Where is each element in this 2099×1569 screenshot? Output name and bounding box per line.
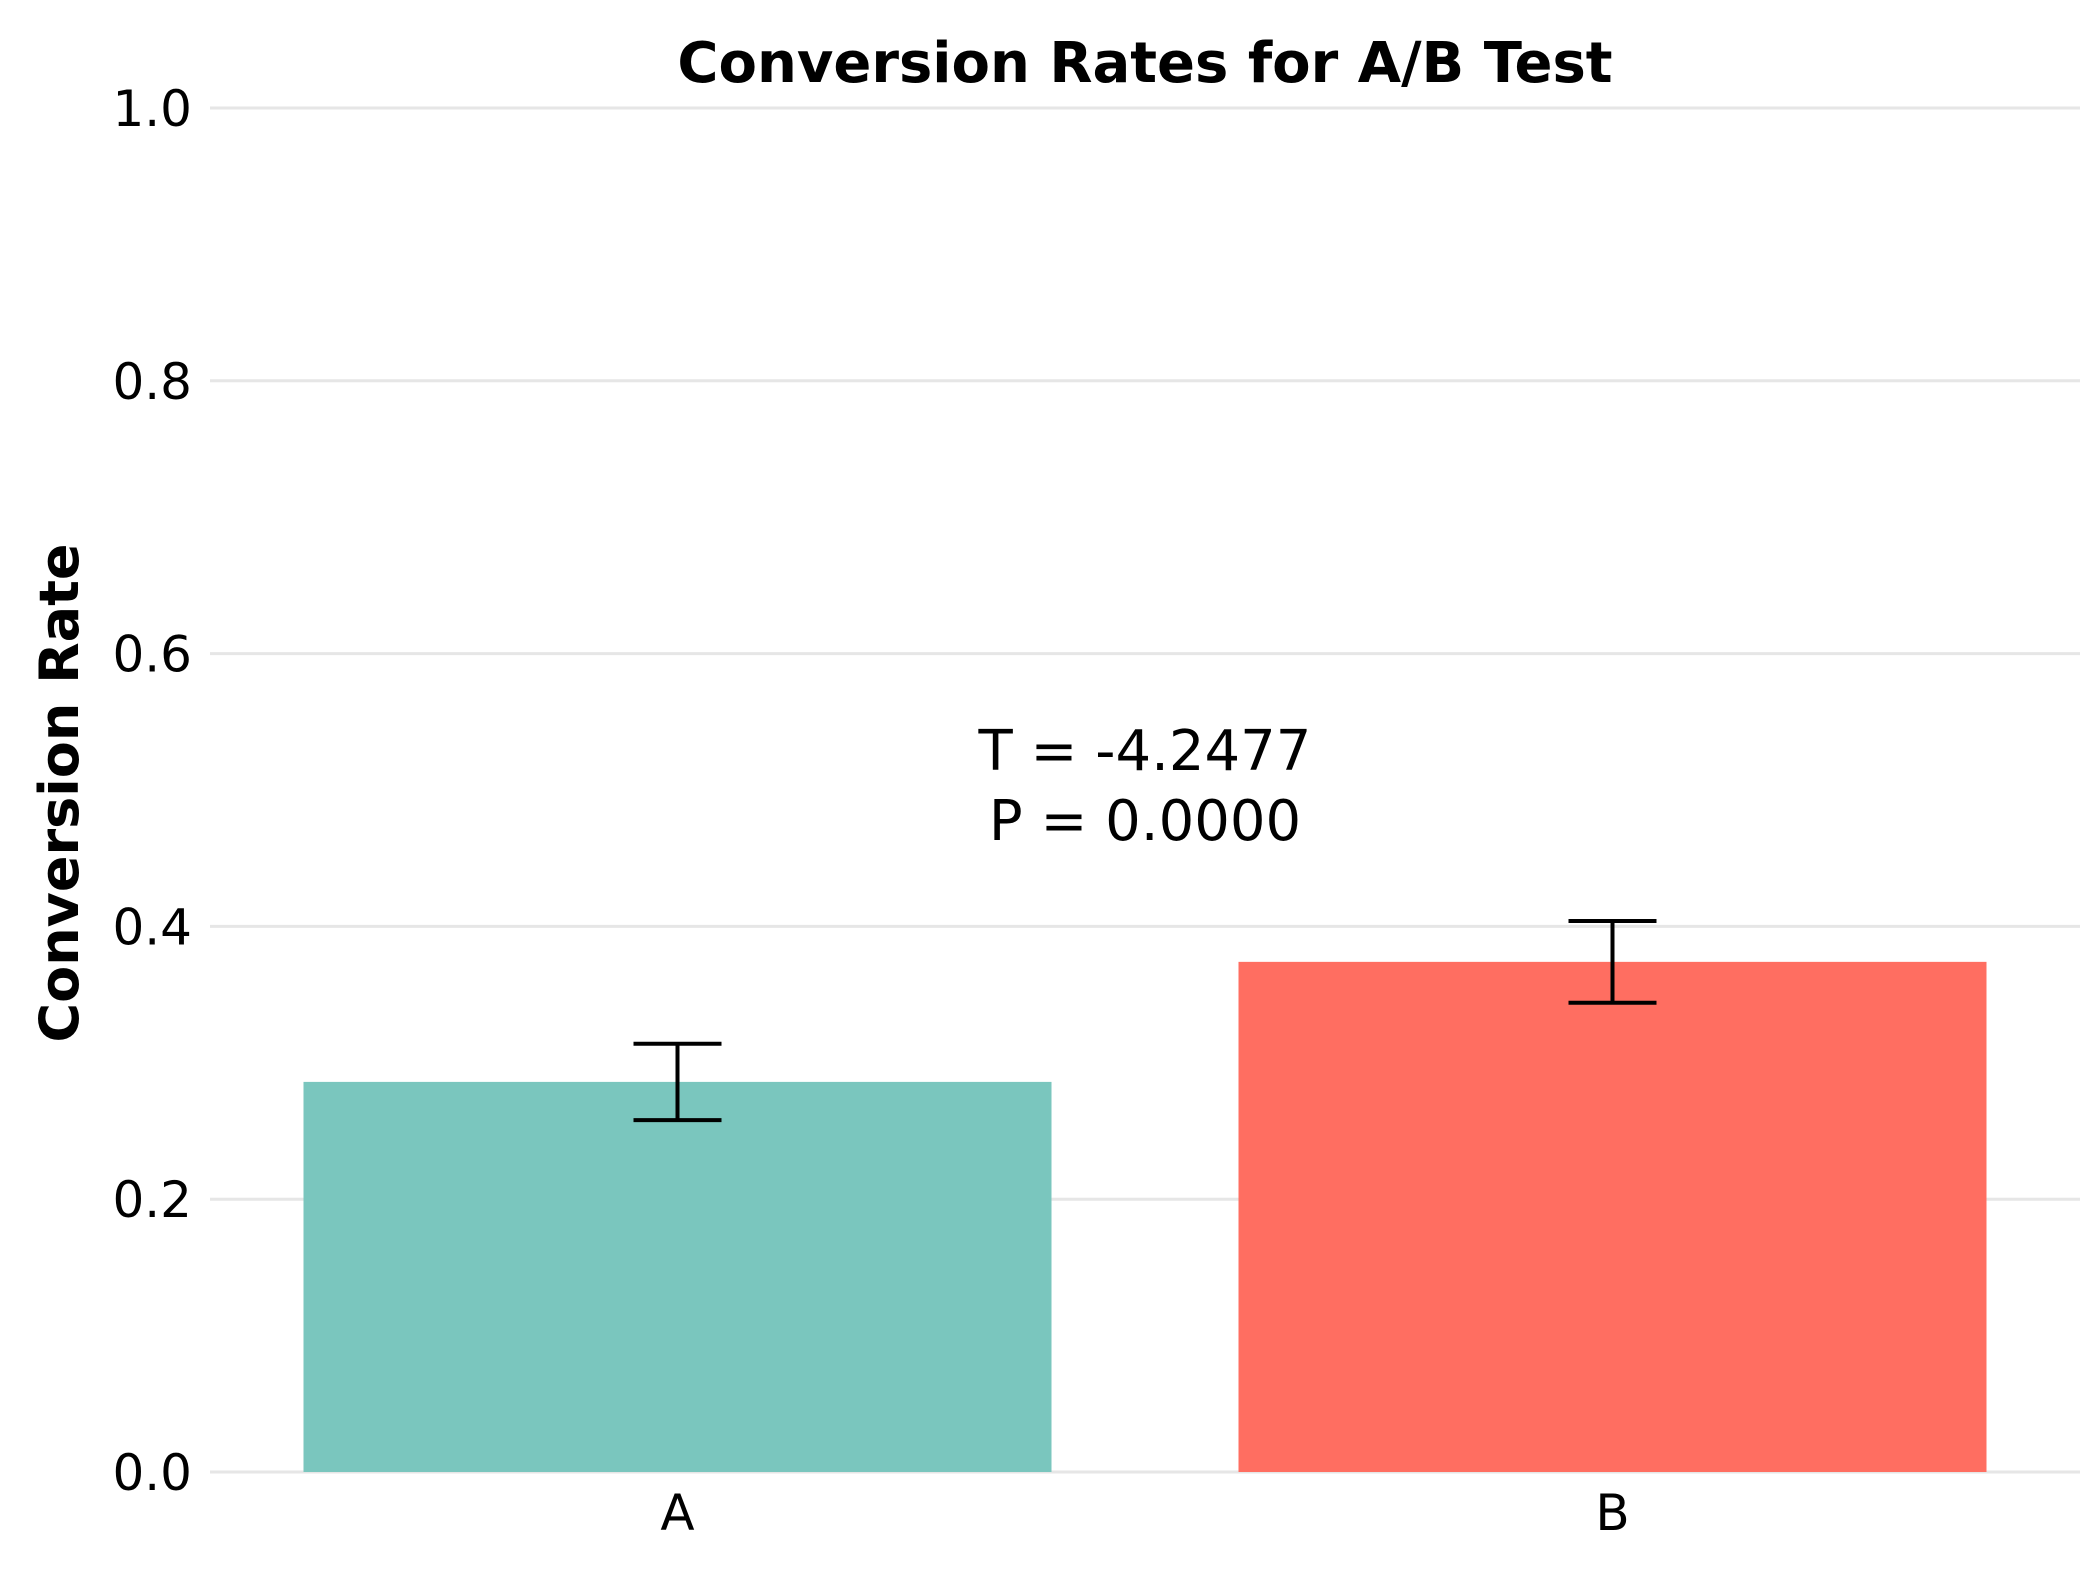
error-bar-a: [633, 1041, 722, 1123]
y-axis-ticks: 0.0 0.2 0.4 0.6 0.8 1.0: [112, 80, 192, 1502]
bar-b: [1238, 961, 1987, 1472]
y-tick-label: 0.8: [112, 353, 192, 411]
y-tick-label: 0.6: [112, 626, 192, 684]
annotation-line: P = 0.0000: [989, 789, 1301, 854]
x-tick-label: B: [1595, 1484, 1629, 1542]
bar-a: [303, 1081, 1052, 1472]
error-bar-b: [1568, 918, 1657, 1005]
chart-title: Conversion Rates for A/B Test: [677, 31, 1612, 96]
bars: [303, 961, 1987, 1472]
y-tick-label: 0.4: [112, 898, 192, 956]
y-tick-label: 0.0: [112, 1444, 192, 1502]
y-tick-label: 0.2: [112, 1171, 192, 1229]
annotation-line: T = -4.2477: [978, 719, 1312, 784]
y-tick-label: 1.0: [112, 80, 192, 138]
error-bars: [633, 918, 1657, 1123]
x-tick-label: A: [660, 1484, 694, 1542]
y-axis-label: Conversion Rate: [28, 543, 91, 1042]
